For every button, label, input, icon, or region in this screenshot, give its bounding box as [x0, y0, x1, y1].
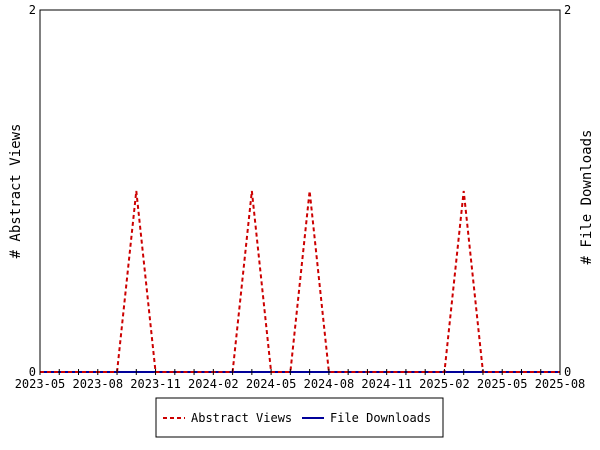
legend-label-abstract-views: Abstract Views — [191, 411, 292, 425]
x-tick-label: 2024-11 — [361, 377, 412, 391]
x-tick-label: 2024-05 — [246, 377, 297, 391]
y-right-tick-top: 2 — [564, 3, 571, 17]
y-left-axis-label: # Abstract Views — [8, 124, 24, 259]
x-tick-label: 2023-08 — [72, 377, 123, 391]
series-line-abstract-views — [40, 190, 560, 373]
x-tick-label: 2025-02 — [419, 377, 470, 391]
x-tick-label: 2024-02 — [188, 377, 239, 391]
x-tick-label: 2024-08 — [304, 377, 355, 391]
x-tick-label: 2025-08 — [535, 377, 586, 391]
legend: Abstract Views File Downloads — [155, 397, 444, 438]
legend-box — [155, 397, 444, 438]
plot-area — [39, 9, 561, 373]
y-left-tick-bottom: 0 — [29, 365, 36, 379]
y-left-tick-top: 2 — [29, 3, 36, 17]
y-right-axis-label: # File Downloads — [579, 130, 595, 265]
y-right-tick-bottom: 0 — [564, 365, 571, 379]
x-axis-labels: 2023-05 2023-08 2023-11 2024-02 2024-05 2024-… — [15, 377, 586, 391]
x-tick-label: 2025-05 — [477, 377, 528, 391]
x-tick-label: 2023-11 — [130, 377, 181, 391]
x-tick-label: 2023-05 — [15, 377, 66, 391]
legend-label-file-downloads: File Downloads — [330, 411, 431, 425]
x-axis-ticks — [39, 369, 561, 375]
series-layer — [40, 190, 560, 373]
